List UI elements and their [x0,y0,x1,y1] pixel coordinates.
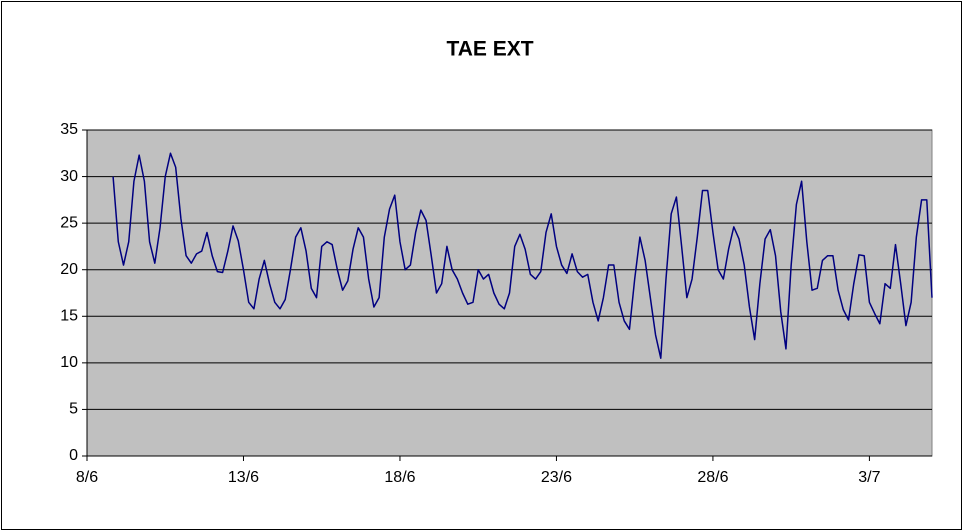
y-tick-label: 35 [60,121,78,138]
y-tick-label: 0 [69,447,78,464]
y-tick-label: 25 [60,214,78,231]
y-tick-label: 10 [60,354,78,371]
data-line [112,152,933,359]
x-tick-label: 28/6 [697,469,728,486]
x-tick-label: 3/7 [858,469,880,486]
x-tick-label: 8/6 [76,469,98,486]
x-tick-label: 18/6 [384,469,415,486]
y-tick-label: 15 [60,308,78,325]
chart-title: TAE EXT [446,38,533,61]
y-tick-label: 30 [60,168,78,185]
x-tick-label: 23/6 [541,469,572,486]
y-tick-label: 5 [69,401,78,418]
x-tick-label: 13/6 [228,469,259,486]
y-tick-label: 20 [60,261,78,278]
